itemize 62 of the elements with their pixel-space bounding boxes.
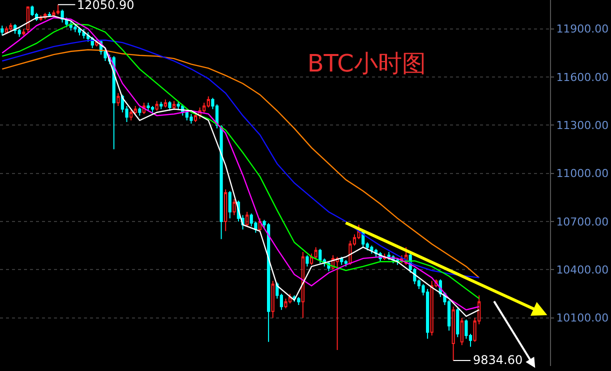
candlestick bbox=[160, 101, 163, 110]
y-tick-label: 11000.00 bbox=[556, 167, 609, 180]
candlestick bbox=[48, 12, 51, 18]
candlestick bbox=[271, 280, 274, 318]
candlestick bbox=[297, 296, 300, 306]
candlestick bbox=[0, 25, 4, 36]
candlestick bbox=[206, 96, 210, 108]
candlestick bbox=[306, 254, 309, 267]
candlestick bbox=[190, 113, 193, 124]
candlestick bbox=[172, 100, 176, 110]
y-tick-label: 10700.00 bbox=[556, 215, 609, 228]
candlestick bbox=[344, 260, 348, 267]
candlestick bbox=[168, 100, 172, 112]
annotation: 9834.60 bbox=[473, 353, 523, 367]
candlestick bbox=[9, 22, 12, 31]
candlestick bbox=[224, 188, 228, 232]
candlestick bbox=[220, 124, 223, 240]
candlestick bbox=[194, 112, 198, 122]
candlestick bbox=[246, 211, 249, 227]
candlestick bbox=[18, 28, 21, 38]
candlestick bbox=[288, 293, 292, 304]
candlestick bbox=[387, 252, 390, 261]
candlestick bbox=[56, 4, 60, 15]
candlestick bbox=[284, 298, 288, 309]
text: BTC小时图 bbox=[307, 49, 426, 78]
candlestick bbox=[155, 100, 158, 112]
candlestick bbox=[370, 245, 374, 254]
candlestick bbox=[130, 108, 133, 121]
candlestick bbox=[44, 12, 47, 20]
y-tick-label: 10400.00 bbox=[556, 264, 609, 277]
candlestick bbox=[460, 317, 464, 346]
candlestick bbox=[310, 253, 314, 266]
candlestick bbox=[232, 198, 236, 216]
candlestick bbox=[426, 288, 430, 340]
candlestick bbox=[318, 248, 322, 264]
candlestick bbox=[228, 190, 232, 219]
candlestick bbox=[116, 92, 120, 106]
candlestick bbox=[456, 308, 460, 338]
candlestick bbox=[22, 28, 26, 36]
candlestick bbox=[138, 107, 142, 116]
annotation: 12050.90 bbox=[77, 0, 134, 12]
y-tick-label: 11600.00 bbox=[556, 70, 609, 84]
candlestick bbox=[142, 102, 146, 114]
candlestick bbox=[112, 56, 116, 150]
y-tick-label: 11300.00 bbox=[556, 119, 609, 132]
candlestick bbox=[164, 99, 167, 108]
candlestick bbox=[82, 28, 86, 40]
candlestick bbox=[301, 252, 304, 318]
candlestick bbox=[430, 280, 434, 336]
candlestick bbox=[30, 5, 34, 17]
candlestick bbox=[258, 218, 262, 232]
y-tick-label: 11900.00 bbox=[556, 22, 609, 36]
candlestick bbox=[74, 24, 77, 33]
candlestick bbox=[383, 253, 386, 261]
y-tick-label: 10100.00 bbox=[556, 312, 609, 325]
candlestick bbox=[314, 246, 318, 259]
candlestick bbox=[336, 256, 339, 350]
candlestick bbox=[26, 6, 30, 33]
candlestick bbox=[452, 306, 455, 361]
candlestick bbox=[150, 105, 154, 113]
candlestick bbox=[39, 14, 42, 22]
candlestick bbox=[146, 102, 150, 112]
